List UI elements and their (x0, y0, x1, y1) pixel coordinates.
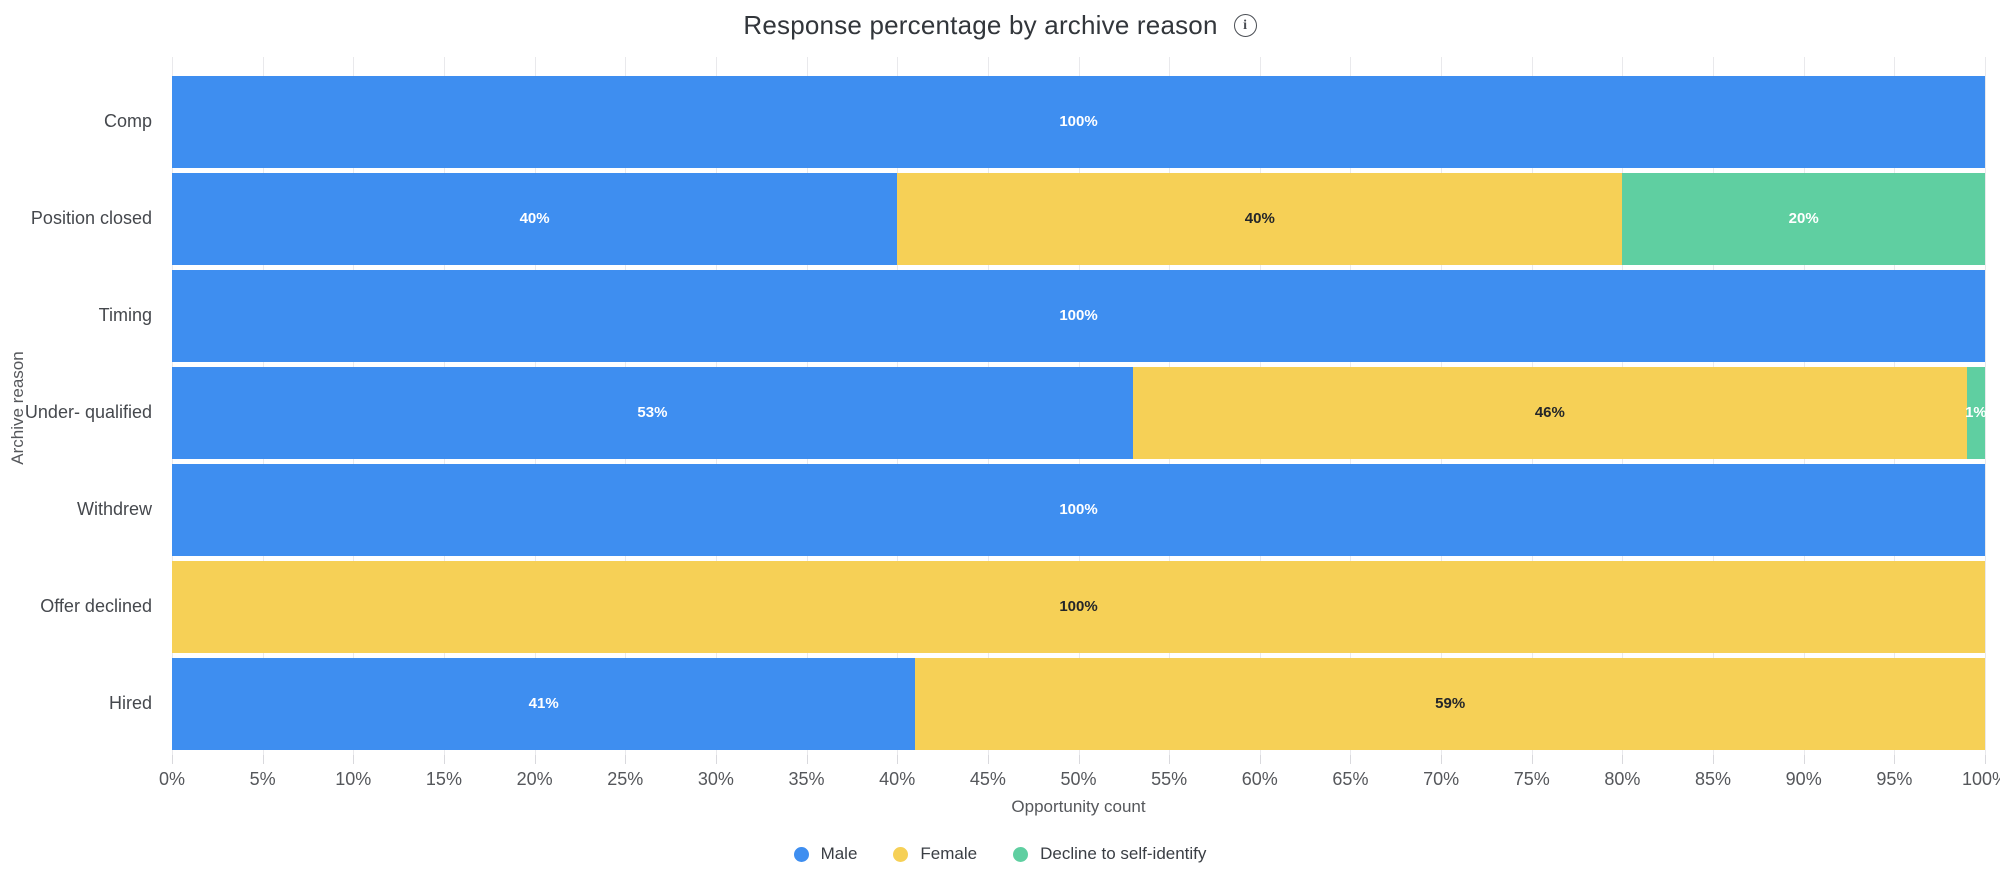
plot-area: Opportunity count 0% 5% 10% 15% 20% 25% 30% 35%… (0, 57, 2000, 816)
x-tick-mark (262, 755, 264, 764)
bar-row: Hired 41% 59% (0, 655, 1985, 752)
x-tick-label: 55% (1151, 769, 1188, 789)
x-tick-mark (1441, 755, 1443, 764)
x-tick-mark (443, 755, 445, 764)
x-tick-mark (172, 755, 173, 764)
bar-row: Timing 100% (0, 267, 1985, 364)
x-tick-mark (1713, 755, 1715, 764)
stacked-bar: 40% 40% 20% (172, 172, 1985, 265)
stacked-bar: 53% 46% 1% (172, 366, 1987, 459)
x-tick-mark (1803, 755, 1805, 764)
x-tick-label: 85% (1695, 769, 1732, 789)
x-tick-mark (534, 755, 536, 764)
legend-label: Male (820, 844, 858, 863)
legend: Male Female Decline to self-identify (0, 844, 2000, 864)
category-label: Withdrew (76, 498, 152, 519)
x-tick-mark (1350, 755, 1352, 764)
legend-dot-icon (893, 846, 909, 862)
x-tick-label: 45% (969, 769, 1006, 789)
x-tick-label: 30% (697, 769, 734, 789)
bar-segment-male[interactable]: 53% (172, 366, 1133, 459)
stacked-bar: 100% (172, 269, 1985, 362)
category-label: Timing (98, 304, 152, 325)
x-tick-mark (1078, 755, 1080, 764)
legend-label: Female (920, 844, 978, 863)
info-icon[interactable]: i (1233, 14, 1257, 37)
bar-segment-female[interactable]: 40% (897, 172, 1623, 265)
legend-item-decline-to-self-identify[interactable]: Decline to self-identify (1013, 844, 1206, 864)
x-tick-label: 80% (1604, 769, 1641, 789)
x-tick-label: 95% (1876, 769, 1913, 789)
x-tick-mark (1894, 755, 1896, 764)
bar-segment-female[interactable]: 100% (172, 560, 1985, 653)
legend-dot-icon (793, 846, 809, 862)
x-tick-label: 20% (516, 769, 553, 789)
x-tick-mark (1622, 755, 1624, 764)
bar-row: Position closed 40% 40% 20% (0, 170, 1985, 267)
x-tick-mark (806, 755, 808, 764)
x-tick-label: 70% (1423, 769, 1460, 789)
stacked-bar: 100% (172, 463, 1985, 556)
category-label: Comp (103, 110, 152, 131)
x-tick-label: 25% (607, 769, 644, 789)
x-tick-mark (1169, 755, 1171, 764)
legend-label: Decline to self-identify (1040, 844, 1207, 863)
category-label: Hired (108, 692, 152, 713)
bar-row: Withdrew 100% (0, 461, 1985, 558)
title-row: Response percentage by archive reason i (0, 10, 2000, 41)
x-tick-mark (897, 755, 899, 764)
legend-dot-icon (1013, 846, 1029, 862)
bar-segment-decline-to-self-identify[interactable]: 1% (1965, 366, 1987, 459)
x-tick-mark (1985, 755, 1986, 764)
x-tick-label: 90% (1785, 769, 1822, 789)
x-tick-label: 5% (249, 769, 276, 789)
stacked-bar: 41% 59% (172, 657, 1985, 750)
x-tick-mark (987, 755, 989, 764)
legend-item-male[interactable]: Male (793, 844, 858, 864)
bar-row: Under- qualified 53% 46% 1% (0, 364, 1987, 461)
bar-segment-male[interactable]: 40% (172, 172, 898, 265)
bar-segment-female[interactable]: 46% (1132, 366, 1967, 459)
x-axis-title: Opportunity count (1011, 797, 1146, 816)
x-tick-label: 40% (879, 769, 916, 789)
legend-item-female[interactable]: Female (893, 844, 977, 864)
x-tick-label: 65% (1332, 769, 1369, 789)
x-tick-mark (353, 755, 355, 764)
x-tick-mark (625, 755, 627, 764)
x-tick-label: 35% (788, 769, 825, 789)
stacked-bar: 100% (172, 560, 1985, 653)
bar-segment-male[interactable]: 100% (172, 75, 1985, 168)
bar-row: Offer declined 100% (0, 558, 1985, 655)
x-tick-label: 60% (1241, 769, 1278, 789)
bar-rows: Comp 100% Position closed 40% 40% 20% Timing 10… (0, 73, 1987, 752)
x-tick-label: 10% (335, 769, 372, 789)
bar-segment-female[interactable]: 59% (915, 657, 1985, 750)
category-label: Under- qualified (24, 401, 152, 422)
bar-row: Comp 100% (0, 73, 1985, 170)
stacked-bar: 100% (172, 75, 1985, 168)
x-tick-label: 100% (1961, 769, 2000, 789)
x-tick-label: 0% (158, 769, 186, 789)
x-tick-label: 15% (425, 769, 462, 789)
x-tick-mark (1531, 755, 1533, 764)
x-tick-label: 50% (1060, 769, 1097, 789)
category-label: Position closed (30, 207, 152, 228)
x-tick-label: 75% (1513, 769, 1550, 789)
page-title: Response percentage by archive reason (743, 10, 1218, 40)
category-label: Offer declined (40, 595, 152, 616)
x-tick-mark (715, 755, 717, 764)
bar-segment-male[interactable]: 100% (172, 269, 1985, 362)
bar-segment-male[interactable]: 41% (172, 657, 916, 750)
x-tick-mark (1259, 755, 1261, 764)
bar-segment-decline-to-self-identify[interactable]: 20% (1622, 172, 1985, 265)
bar-segment-male[interactable]: 100% (172, 463, 1985, 556)
gridline (1985, 57, 1986, 755)
